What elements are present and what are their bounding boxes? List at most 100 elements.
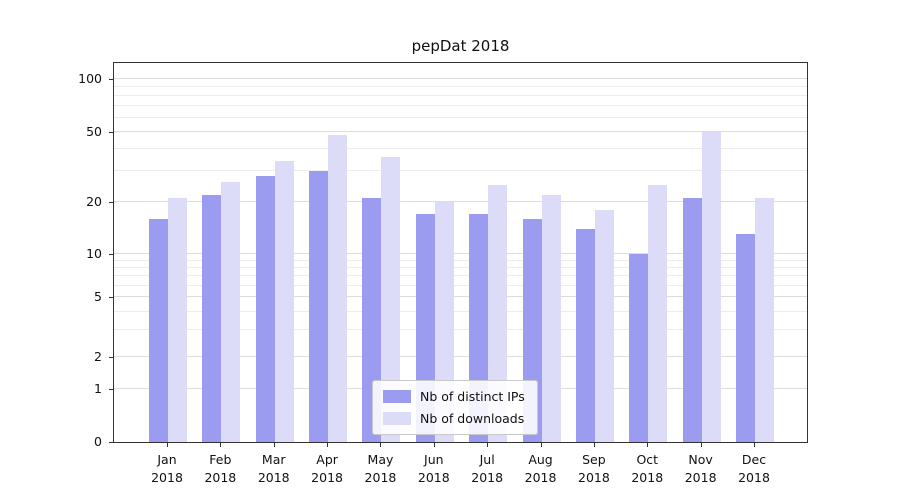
bar-downloads-apr xyxy=(328,135,348,442)
y-tick-label-5: 5 xyxy=(94,289,102,304)
x-tick-label-sep: Sep 2018 xyxy=(562,451,626,487)
gridline-major xyxy=(114,201,807,202)
plot-area: Nb of distinct IPs Nb of downloads xyxy=(113,62,808,443)
month-label: Nov xyxy=(688,452,713,467)
gridline-minor xyxy=(114,170,807,172)
bar-downloads-feb xyxy=(221,181,241,442)
gridline-major xyxy=(114,253,807,254)
bar-distinct-ips-feb xyxy=(202,194,222,442)
gridline-minor xyxy=(114,329,807,331)
year-label: 2018 xyxy=(524,470,557,486)
bar-distinct-ips-jan xyxy=(149,218,168,442)
gridline-major xyxy=(114,131,807,132)
year-label: 2018 xyxy=(471,470,504,486)
x-tick-label-aug: Aug 2018 xyxy=(509,451,573,487)
x-tick-mark-jul xyxy=(487,443,489,447)
gridline-minor xyxy=(114,148,807,150)
y-tick-mark-20 xyxy=(109,202,113,203)
x-tick-mark-mar xyxy=(273,443,275,447)
month-label: Apr xyxy=(316,452,338,467)
y-tick-label-20: 20 xyxy=(86,194,102,209)
gridline-minor xyxy=(114,117,807,119)
bar-downloads-dec xyxy=(755,198,774,442)
year-label: 2018 xyxy=(151,470,183,486)
year-label: 2018 xyxy=(417,470,450,486)
legend-label: Nb of distinct IPs xyxy=(420,389,525,404)
bar-downloads-oct xyxy=(648,184,668,442)
month-label: Sep xyxy=(582,452,606,467)
month-label: Aug xyxy=(528,452,553,467)
bar-distinct-ips-apr xyxy=(309,171,329,442)
x-tick-label-apr: Apr 2018 xyxy=(295,451,359,487)
month-label: Feb xyxy=(209,452,232,467)
x-tick-mark-nov xyxy=(700,443,702,447)
y-tick-mark-5 xyxy=(109,297,113,298)
y-tick-mark-100 xyxy=(109,79,113,80)
month-label: Mar xyxy=(261,452,286,467)
x-tick-label-jan: Jan 2018 xyxy=(135,451,199,487)
bar-downloads-mar xyxy=(274,161,294,442)
x-tick-mark-jan xyxy=(167,443,168,447)
gridline-major xyxy=(114,78,807,79)
x-tick-mark-oct xyxy=(647,443,649,447)
bar-distinct-ips-mar xyxy=(255,176,275,442)
bar-downloads-nov xyxy=(701,132,721,442)
year-label: 2018 xyxy=(578,470,610,486)
x-tick-mark-sep xyxy=(593,443,595,447)
year-label: 2018 xyxy=(257,470,290,486)
x-tick-label-may: May 2018 xyxy=(348,451,412,487)
y-tick-mark-2 xyxy=(109,357,113,358)
month-label: Oct xyxy=(636,452,659,467)
y-tick-label-1: 1 xyxy=(94,381,102,396)
year-label: 2018 xyxy=(311,470,343,486)
legend-label: Nb of downloads xyxy=(420,411,525,426)
x-tick-mark-aug xyxy=(540,443,542,447)
year-label: 2018 xyxy=(738,470,770,486)
gridline-major xyxy=(114,356,807,357)
x-tick-label-jun: Jun 2018 xyxy=(402,451,466,487)
y-tick-mark-10 xyxy=(109,254,113,255)
x-tick-label-feb: Feb 2018 xyxy=(188,451,252,487)
legend-item-downloads: Nb of downloads xyxy=(383,411,525,426)
gridline-minor xyxy=(114,275,807,277)
bar-distinct-ips-sep xyxy=(575,228,595,442)
month-label: Jan xyxy=(157,452,177,467)
gridline-minor xyxy=(114,105,807,107)
y-tick-label-50: 50 xyxy=(86,124,102,139)
year-label: 2018 xyxy=(204,470,237,486)
legend-swatch-distinct-ips xyxy=(383,390,411,403)
year-label: 2018 xyxy=(631,470,664,486)
y-tick-label-0: 0 xyxy=(94,434,102,449)
month-label: Jun xyxy=(424,452,444,467)
gridline-minor xyxy=(114,310,807,312)
gridline-minor xyxy=(114,259,807,261)
bar-downloads-sep xyxy=(594,209,614,442)
x-tick-label-dec: Dec 2018 xyxy=(722,451,786,487)
gridline-minor xyxy=(114,266,807,268)
gridline-minor xyxy=(114,86,807,88)
month-label: Jul xyxy=(479,452,495,467)
legend: Nb of distinct IPs Nb of downloads xyxy=(372,380,538,435)
month-label: Dec xyxy=(741,452,767,467)
y-tick-label-2: 2 xyxy=(94,349,102,364)
y-tick-mark-50 xyxy=(109,132,113,133)
bar-distinct-ips-dec xyxy=(736,234,755,442)
month-label: May xyxy=(367,452,394,467)
bar-downloads-jan xyxy=(168,198,187,442)
x-tick-mark-jun xyxy=(433,443,435,447)
gridline-minor xyxy=(114,95,807,97)
bar-downloads-may xyxy=(381,157,401,442)
bar-downloads-jul xyxy=(488,184,508,442)
bar-distinct-ips-nov xyxy=(682,198,702,442)
x-tick-mark-may xyxy=(380,443,382,447)
y-tick-mark-0 xyxy=(109,442,113,443)
x-tick-mark-dec xyxy=(754,443,755,447)
y-tick-label-100: 100 xyxy=(78,71,102,86)
chart-title: pepDat 2018 xyxy=(411,37,510,55)
y-tick-mark-1 xyxy=(109,389,113,390)
x-tick-label-mar: Mar 2018 xyxy=(242,451,306,487)
y-tick-label-10: 10 xyxy=(86,246,102,261)
bar-downloads-aug xyxy=(541,194,561,442)
legend-swatch-downloads xyxy=(383,412,411,425)
